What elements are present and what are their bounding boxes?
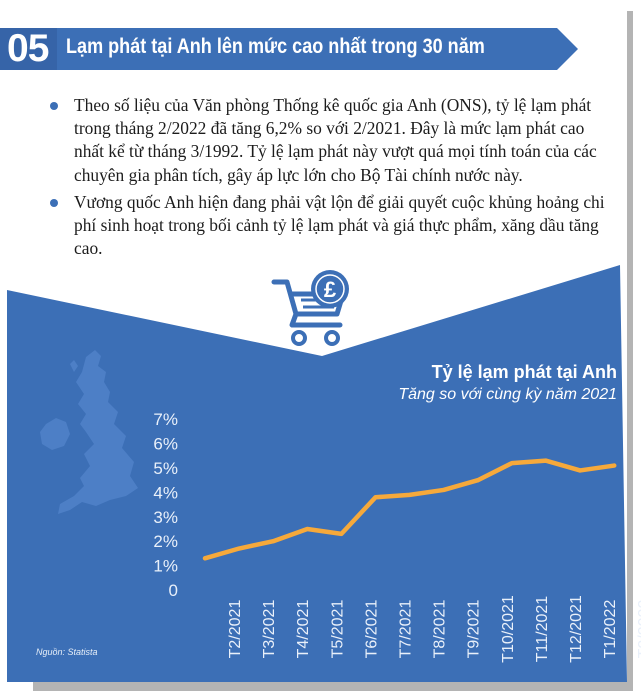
- x-tick-label: T5/2021: [329, 600, 346, 659]
- data-point: [578, 468, 583, 473]
- y-tick-label: 7%: [153, 410, 178, 429]
- data-point: [441, 487, 446, 492]
- list-item: Vương quốc Anh hiện đang phải vật lộn để…: [48, 191, 613, 261]
- list-item: Theo số liệu của Văn phòng Thống kê quốc…: [48, 94, 613, 187]
- data-point: [509, 461, 514, 466]
- x-tick-label: T3/2021: [261, 600, 278, 659]
- y-tick-label: 2%: [153, 532, 178, 551]
- y-tick-label: 4%: [153, 483, 178, 502]
- bullet-list: Theo số liệu của Văn phòng Thống kê quốc…: [48, 94, 613, 264]
- y-tick-label: 6%: [153, 435, 178, 454]
- data-point: [237, 546, 242, 551]
- svg-text:£: £: [324, 277, 337, 302]
- series-line: [202, 458, 617, 561]
- header-number-block: [0, 28, 57, 70]
- x-tick-label: T11/2021: [534, 596, 551, 663]
- y-tick-label: 5%: [153, 459, 178, 478]
- x-tick-label: T6/2021: [363, 600, 380, 659]
- page-title: Lạm phát tại Anh lên mức cao nhất trong …: [66, 35, 485, 58]
- x-tick-label: T2/2021: [227, 600, 244, 659]
- data-point: [339, 531, 344, 536]
- x-tick-label: T1/2022: [602, 600, 619, 659]
- data-point: [373, 495, 378, 500]
- data-point: [271, 539, 276, 544]
- pound-coin-icon: £: [311, 270, 349, 308]
- data-point: [203, 556, 207, 561]
- chart-subtitle: Tăng so với cùng kỳ năm 2021: [398, 386, 617, 403]
- chart-panel: [7, 265, 627, 682]
- data-point: [305, 527, 310, 531]
- data-point: [407, 492, 412, 497]
- data-point: [612, 463, 617, 468]
- y-tick-label: 1%: [153, 557, 178, 576]
- section-number: 05: [7, 27, 49, 70]
- data-point: [475, 478, 480, 483]
- header-banner: [0, 28, 578, 70]
- uk-map-icon: [40, 350, 138, 514]
- x-tick-label: T9/2021: [466, 600, 483, 659]
- x-tick-label: T12/2021: [568, 595, 585, 663]
- x-tick-label: T10/2021: [500, 595, 517, 663]
- x-tick-label: T4/2021: [295, 600, 312, 659]
- x-tick-label: T8/2021: [432, 600, 449, 659]
- x-tick-label: T2/2022: [636, 600, 641, 659]
- data-point: [544, 458, 548, 463]
- x-tick-label: T7/2021: [398, 600, 415, 659]
- source-note: Nguồn: Statista: [36, 647, 98, 657]
- y-tick-label: 0: [169, 581, 178, 600]
- chart-title: Tỷ lệ lạm phát tại Anh: [431, 362, 617, 382]
- y-tick-label: 3%: [153, 508, 178, 527]
